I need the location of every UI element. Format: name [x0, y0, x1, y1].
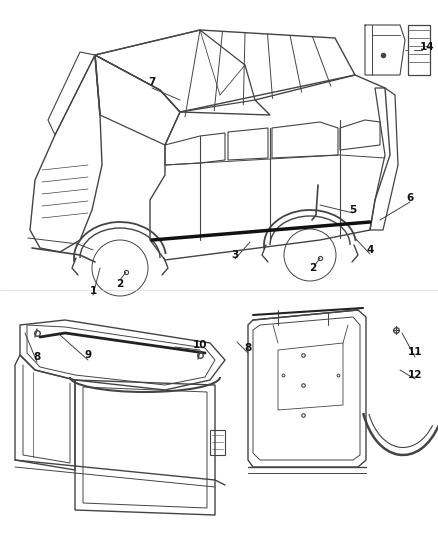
Text: 12: 12 — [408, 370, 422, 380]
Text: 2: 2 — [309, 263, 317, 273]
Text: 5: 5 — [350, 205, 357, 215]
Text: 14: 14 — [420, 42, 434, 52]
Text: 11: 11 — [408, 347, 422, 357]
Text: 8: 8 — [33, 352, 41, 362]
Text: 3: 3 — [231, 250, 239, 260]
Text: 4: 4 — [366, 245, 374, 255]
Text: 10: 10 — [193, 340, 207, 350]
Text: 8: 8 — [244, 343, 251, 353]
Text: 7: 7 — [148, 77, 155, 87]
Text: 2: 2 — [117, 279, 124, 289]
Text: 1: 1 — [89, 286, 97, 296]
Text: 9: 9 — [85, 350, 92, 360]
Text: 6: 6 — [406, 193, 413, 203]
